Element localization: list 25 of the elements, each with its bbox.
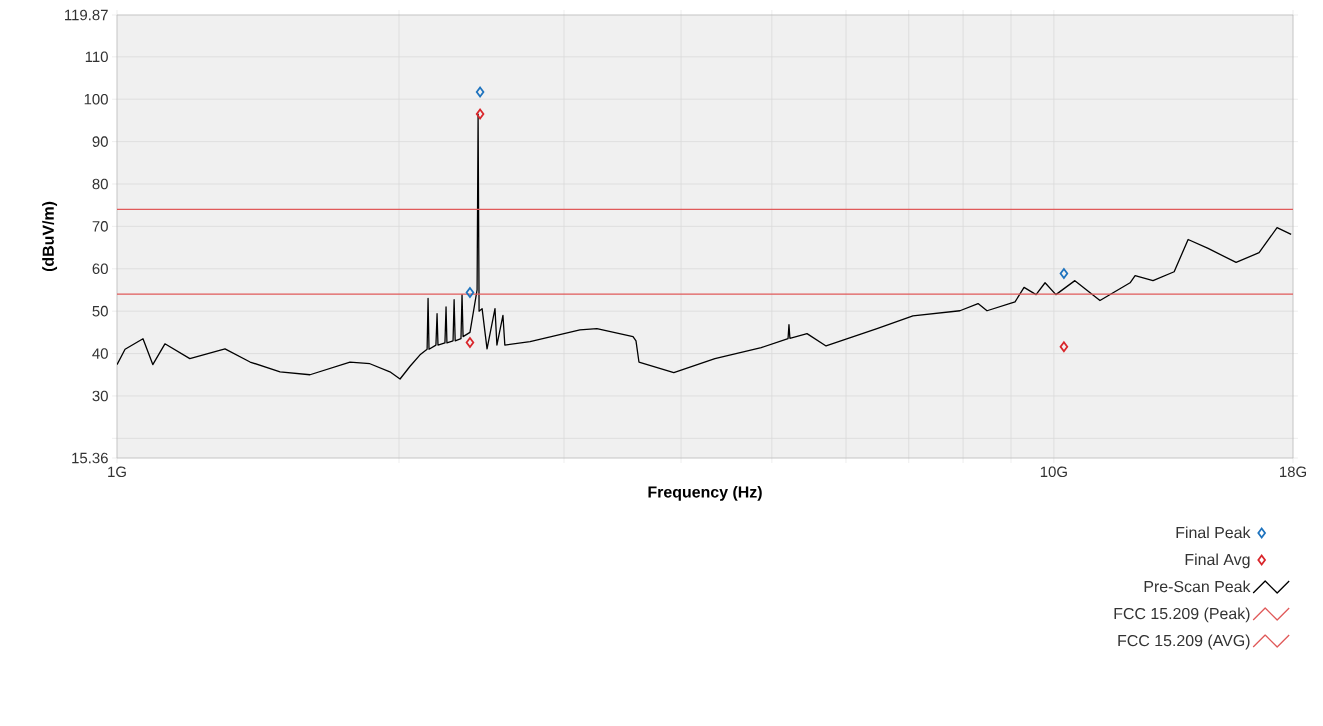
point (465, 287, 475, 298)
legend-label: FCC 15.209 (AVG) (1118, 634, 1250, 650)
y-tick-label: 70 (92, 221, 108, 232)
legend-label: FCC 15.209 (Peak) (1114, 607, 1250, 623)
point (1059, 341, 1069, 353)
y-tick-label: 100 (84, 93, 108, 105)
legend-label: Final Peak (1176, 526, 1251, 539)
legend-label: Pre-Scan Peak (1144, 580, 1251, 593)
x-tick-label: 10G (1040, 466, 1067, 478)
y-tick-label: 80 (92, 178, 108, 190)
point (1059, 268, 1069, 279)
y-tick-label: 110 (85, 51, 108, 63)
x-tick-label: 1G (108, 466, 126, 478)
x-axis-title: Frequency (Hz) (648, 485, 762, 501)
x-tick-label: 18G (1280, 466, 1307, 478)
y-axis-title: (dBuV/m) (42, 201, 58, 272)
y-tick-label: 119.87 (65, 9, 108, 21)
y-tick-label: 40 (92, 348, 108, 359)
y-tick-label: 90 (92, 136, 108, 147)
y-tick-label: 50 (92, 305, 108, 317)
legend-label: Final Avg (1185, 553, 1250, 569)
y-tick-label: 60 (92, 263, 108, 275)
y-tick-label: 15.36 (72, 452, 108, 464)
y-tick-label: 30 (92, 390, 108, 402)
point (465, 337, 475, 348)
